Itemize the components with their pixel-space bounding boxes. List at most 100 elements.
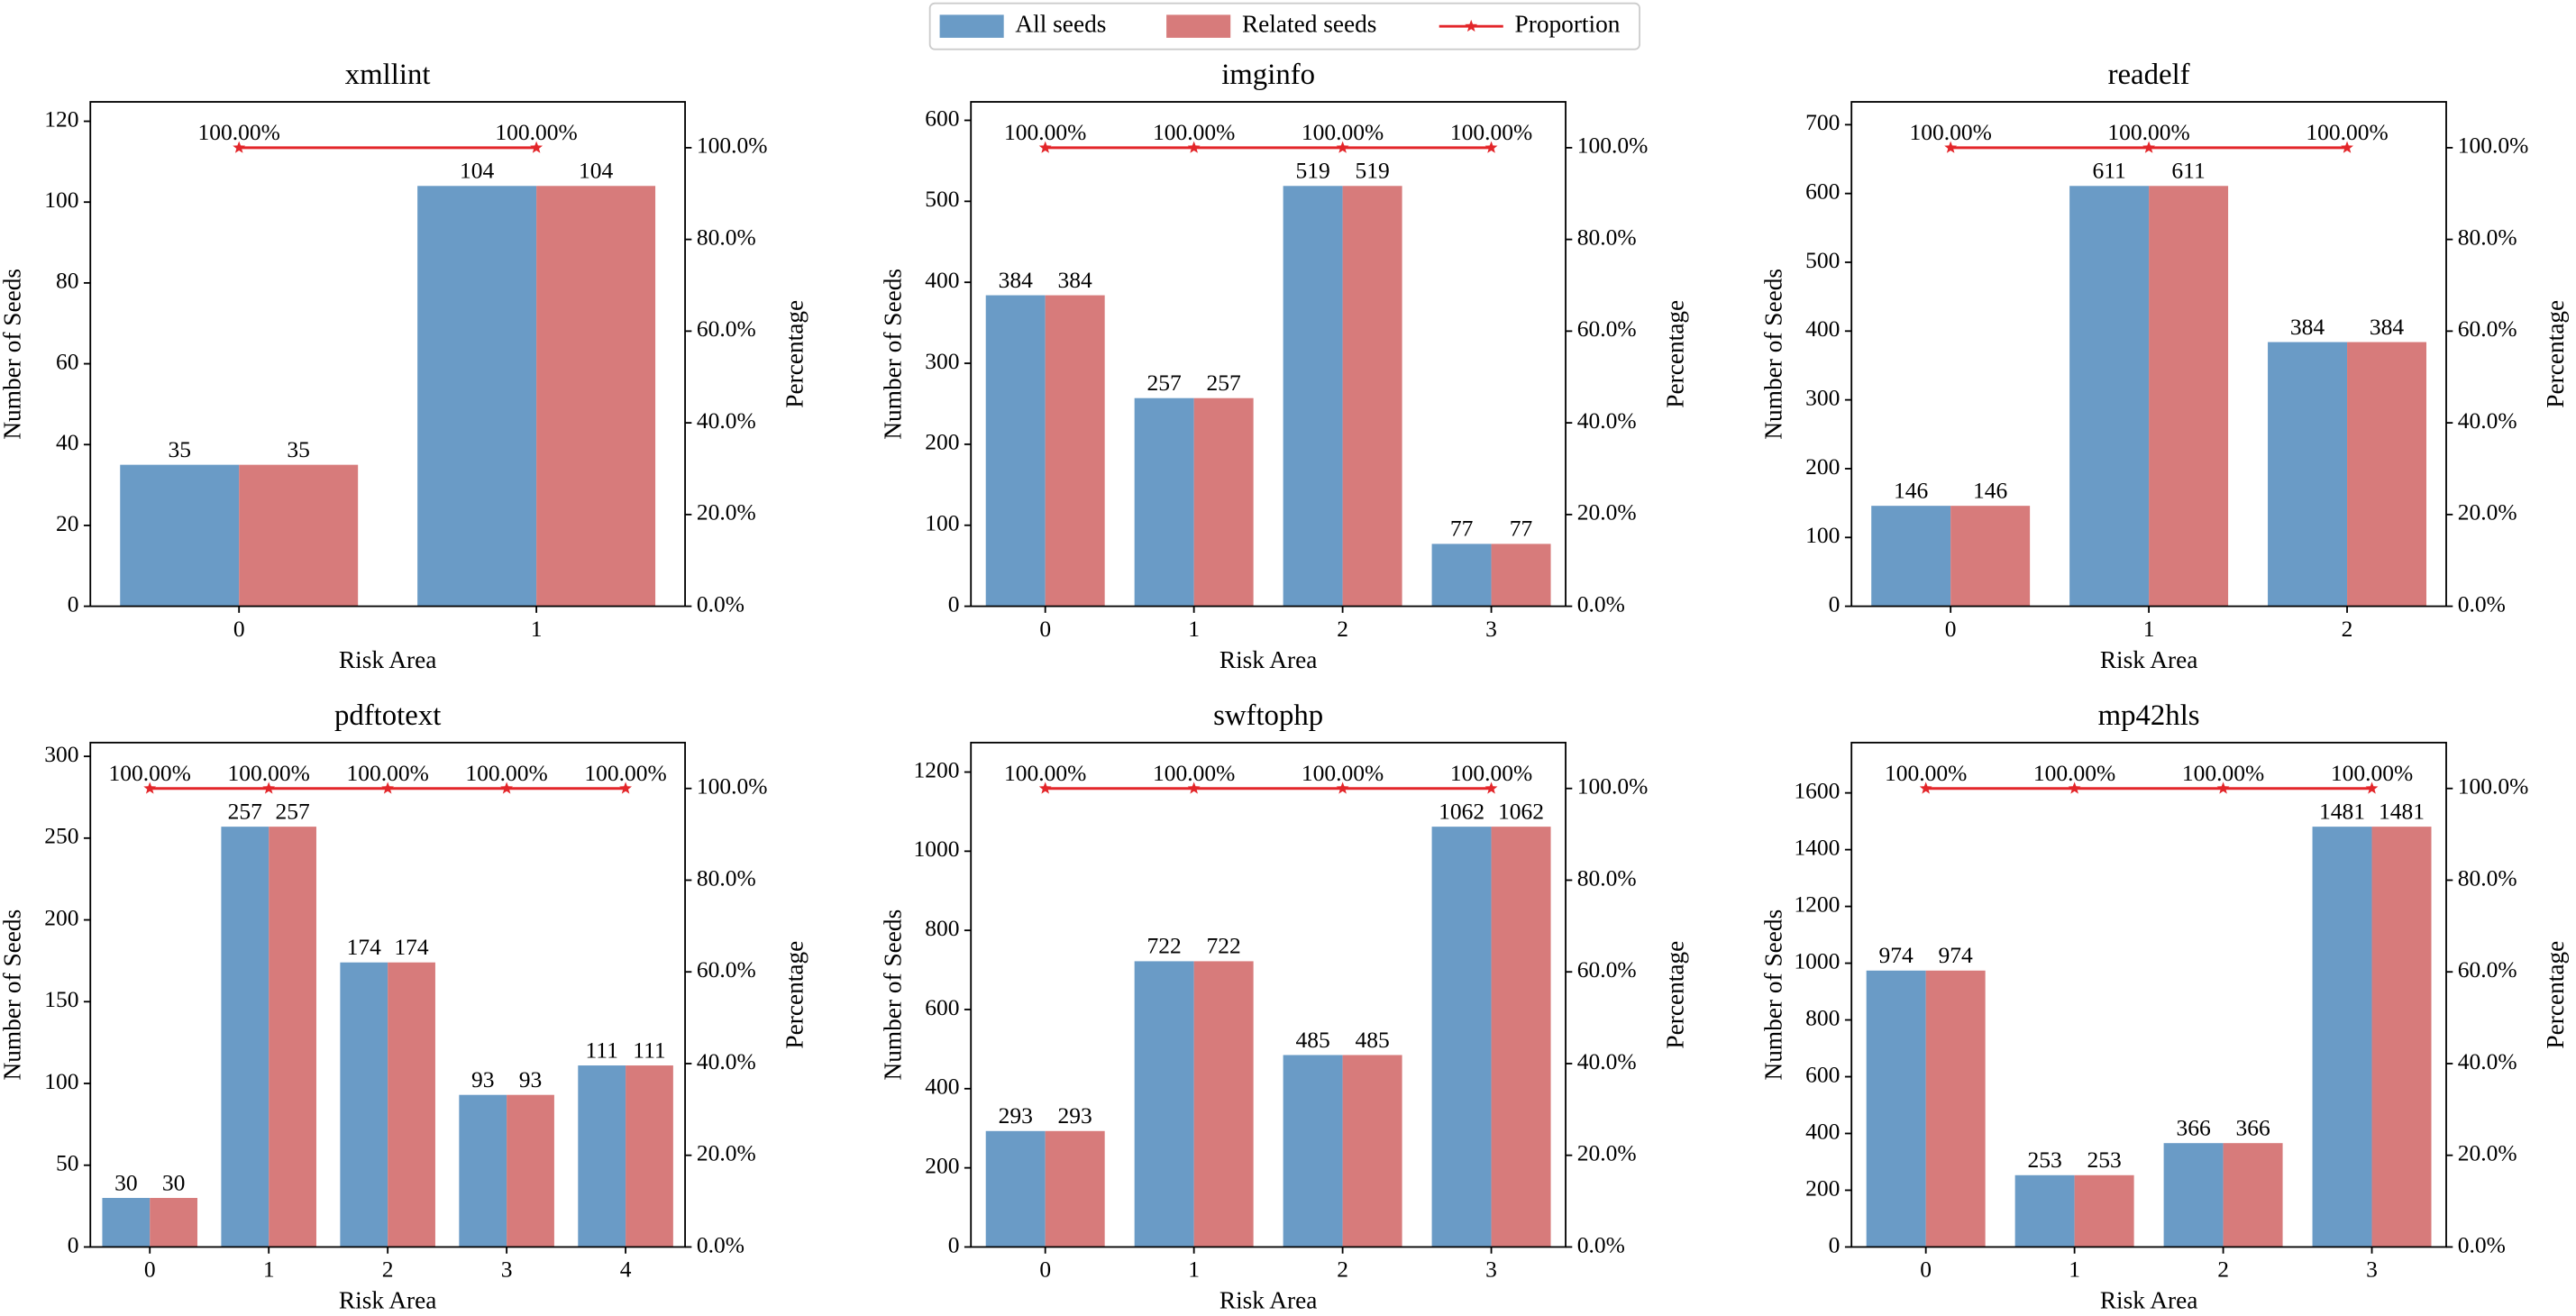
y2-tick-label: 20.0% <box>2458 499 2517 525</box>
subplot-title: imginfo <box>1221 59 1315 91</box>
proportion-marker <box>233 141 246 153</box>
bar-value-label: 384 <box>2370 314 2405 340</box>
proportion-label: 100.00% <box>1004 119 1086 145</box>
subplot: swftophp 0 200 400 600 800 1000 1200 0.0% 20.0% 40… <box>880 699 1689 1314</box>
x-tick-label: 3 <box>501 1257 513 1283</box>
y2-tick-label: 40.0% <box>1577 407 1637 434</box>
y2-tick-label: 40.0% <box>697 407 756 434</box>
y-tick-label: 0 <box>1829 590 1841 617</box>
y-tick-label: 300 <box>44 741 78 767</box>
bar-value-label: 257 <box>275 798 310 824</box>
x-tick-label: 2 <box>2217 1257 2229 1283</box>
y2-axis-label: Percentage <box>2542 941 2569 1049</box>
y2-tick-label: 0.0% <box>697 1231 744 1257</box>
bar <box>1045 295 1105 607</box>
y2-tick-label: 100.0% <box>697 133 768 159</box>
x-axis-label: Risk Area <box>1219 646 1318 673</box>
subplot-title: pdftotext <box>334 699 441 732</box>
bar-value-label: 293 <box>999 1102 1033 1129</box>
bar-value-label: 257 <box>228 798 263 824</box>
subplot-title: swftophp <box>1213 699 1323 732</box>
y-tick-label: 400 <box>1805 1118 1840 1144</box>
y-axis-label: Number of Seeds <box>880 909 907 1081</box>
y2-tick-label: 100.0% <box>697 773 768 800</box>
y2-tick-label: 40.0% <box>2458 407 2517 434</box>
y-tick-label: 200 <box>44 904 78 930</box>
bar <box>2014 1174 2075 1247</box>
bar <box>536 186 656 607</box>
bar <box>459 1094 507 1247</box>
y2-tick-label: 100.0% <box>1577 773 1649 800</box>
subplot: mp42hls 0 200 400 600 800 1000 1200 1400 1600 0.0%… <box>1760 699 2570 1314</box>
proportion-label: 100.00% <box>1302 760 1384 786</box>
bar <box>985 295 1046 607</box>
y2-tick-label: 60.0% <box>1577 315 1637 342</box>
y-tick-label: 800 <box>925 915 959 941</box>
bar <box>2268 342 2348 607</box>
proportion-marker <box>1187 141 1201 153</box>
y-tick-label: 1200 <box>913 756 959 782</box>
x-tick-label: 1 <box>531 616 543 642</box>
x-tick-label: 1 <box>1188 1257 1200 1283</box>
y2-tick-label: 20.0% <box>1577 1140 1637 1166</box>
y-tick-label: 500 <box>925 186 959 212</box>
y-tick-label: 1000 <box>913 836 959 862</box>
y-tick-label: 40 <box>56 429 79 455</box>
y2-axis-label: Percentage <box>1661 941 1688 1049</box>
y-tick-label: 80 <box>56 268 79 294</box>
axes-frame <box>970 741 1567 1248</box>
y2-tick-label: 60.0% <box>697 315 756 342</box>
bar <box>1431 544 1492 607</box>
y2-tick-label: 20.0% <box>2458 1140 2517 1166</box>
bar-value-label: 722 <box>1207 933 1241 959</box>
y2-tick-label: 60.0% <box>697 956 756 982</box>
proportion-marker <box>2216 781 2230 794</box>
bar <box>239 464 359 607</box>
bar <box>221 827 269 1247</box>
proportion-label: 100.00% <box>1153 760 1235 786</box>
bar-value-label: 611 <box>2092 158 2125 184</box>
bar-value-label: 1062 <box>1439 798 1484 824</box>
bar-value-label: 1481 <box>2379 798 2425 824</box>
bar <box>1925 970 1986 1247</box>
bar <box>340 962 388 1247</box>
legend-marker <box>1465 19 1478 32</box>
y-axis-label: Number of Seeds <box>1760 909 1787 1081</box>
bar-value-label: 104 <box>579 158 614 184</box>
bar-value-label: 519 <box>1295 158 1329 184</box>
y2-tick-label: 80.0% <box>2458 224 2517 250</box>
bar <box>985 1130 1046 1247</box>
bar <box>626 1065 673 1247</box>
subplot-title: mp42hls <box>2098 699 2200 732</box>
proportion-marker <box>619 781 633 794</box>
x-axis-label: Risk Area <box>339 1287 437 1314</box>
x-tick-label: 2 <box>1337 1257 1348 1283</box>
x-tick-label: 0 <box>1039 1257 1051 1283</box>
bar-value-label: 146 <box>1973 477 2007 503</box>
proportion-label: 100.00% <box>1450 119 1532 145</box>
proportion-marker <box>2142 141 2156 153</box>
axes-frame <box>89 741 686 1248</box>
y2-tick-label: 0.0% <box>1577 590 1625 617</box>
y-tick-label: 600 <box>1805 178 1840 205</box>
y-tick-label: 100 <box>44 187 78 213</box>
y-tick-label: 300 <box>925 348 959 374</box>
bar-value-label: 253 <box>2087 1147 2121 1173</box>
x-tick-label: 3 <box>1485 1257 1497 1283</box>
bar-value-label: 174 <box>347 934 382 960</box>
bar-value-label: 384 <box>2290 314 2325 340</box>
bar <box>1431 827 1492 1247</box>
x-axis-label: Risk Area <box>2100 646 2198 673</box>
y2-tick-label: 60.0% <box>2458 315 2517 342</box>
bar-value-label: 485 <box>1295 1027 1329 1053</box>
bar-value-label: 293 <box>1058 1102 1092 1129</box>
y-axis-label: Number of Seeds <box>0 269 26 440</box>
bar <box>2347 342 2427 607</box>
bar <box>388 962 435 1247</box>
bar <box>1342 1055 1402 1247</box>
bar-value-label: 1062 <box>1498 798 1544 824</box>
proportion-marker <box>1944 141 1958 153</box>
y-tick-label: 1400 <box>1794 834 1840 860</box>
bar-value-label: 30 <box>114 1169 138 1195</box>
bar <box>1491 544 1551 607</box>
